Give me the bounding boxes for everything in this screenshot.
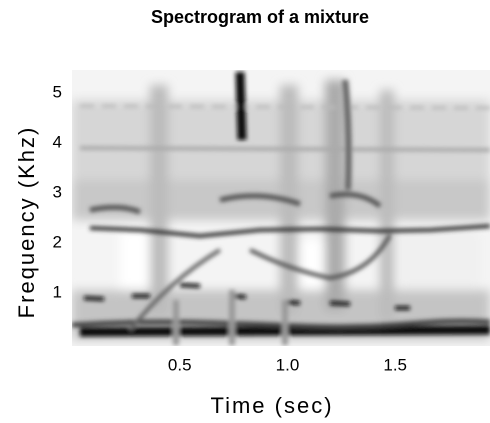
y-tick-label: 5 (53, 82, 62, 101)
y-tick-label: 4 (53, 132, 62, 151)
x-tick-label: 1.0 (276, 355, 300, 374)
spectrogram-image (72, 70, 490, 346)
chart-title: Spectrogram of a mixture (151, 7, 369, 27)
y-axis-label: Frequency (Khz) (14, 126, 39, 319)
x-tick-label: 1.5 (383, 355, 407, 374)
y-tick-label: 2 (53, 232, 62, 251)
x-axis-label: Time (sec) (210, 393, 333, 418)
x-tick-label: 0.5 (168, 355, 192, 374)
spectral-tracks (72, 71, 490, 345)
y-tick-label: 3 (53, 182, 62, 201)
y-tick-label: 1 (53, 282, 62, 301)
